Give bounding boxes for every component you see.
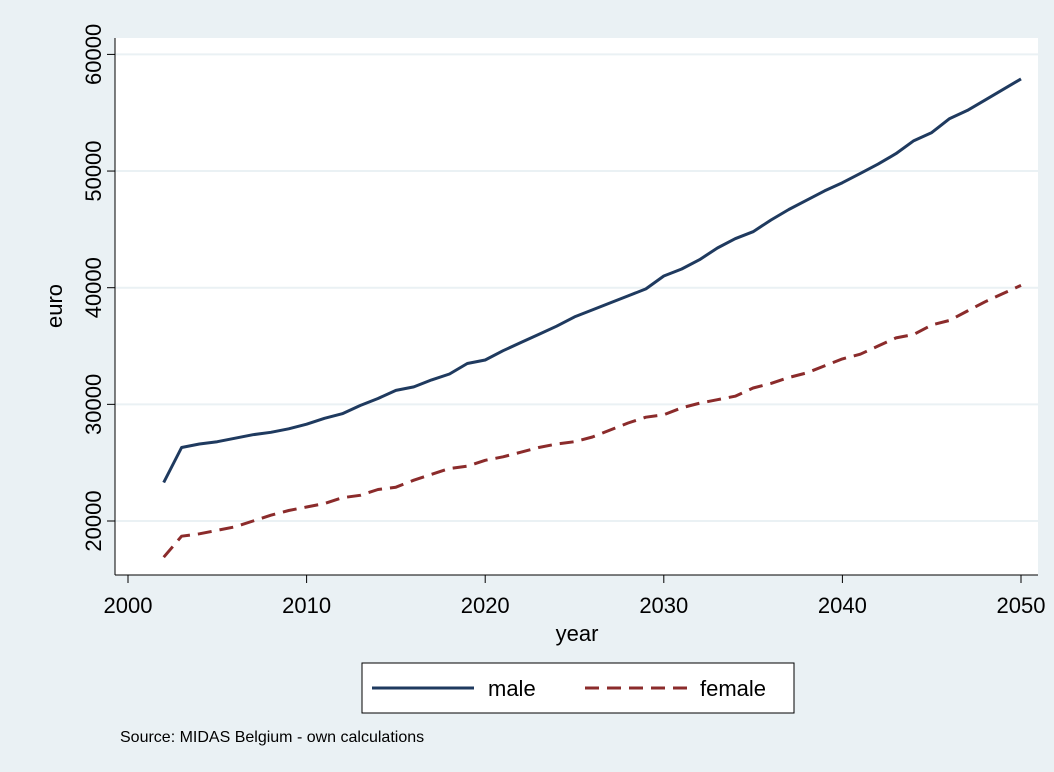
series-layer <box>162 77 1022 559</box>
series-line-female <box>162 284 1022 559</box>
y-tick-label: 60000 <box>81 24 106 85</box>
y-axis-title: euro <box>42 284 67 328</box>
y-tick-label: 30000 <box>81 374 106 435</box>
x-tick-label: 2020 <box>461 593 510 618</box>
legend-label-female: female <box>700 676 766 701</box>
y-axis: 20000 30000 40000 50000 60000 <box>81 24 116 575</box>
x-tick-label: 2030 <box>639 593 688 618</box>
grid-lines <box>115 53 1038 522</box>
x-tick-label: 2000 <box>104 593 153 618</box>
x-axis: 2000 2010 2020 2030 2040 2050 <box>104 574 1046 618</box>
x-tick-label: 2040 <box>818 593 867 618</box>
series-line-male <box>162 77 1022 484</box>
x-tick-label: 2050 <box>997 593 1046 618</box>
x-tick-label: 2010 <box>282 593 331 618</box>
legend-label-male: male <box>488 676 536 701</box>
plot-background <box>115 38 1038 575</box>
x-axis-title: year <box>556 621 599 646</box>
y-tick-label: 50000 <box>81 140 106 201</box>
source-note: Source: MIDAS Belgium - own calculations <box>120 729 424 746</box>
legend: male female <box>361 662 795 714</box>
y-tick-label: 20000 <box>81 490 106 551</box>
y-tick-label: 40000 <box>81 257 106 318</box>
